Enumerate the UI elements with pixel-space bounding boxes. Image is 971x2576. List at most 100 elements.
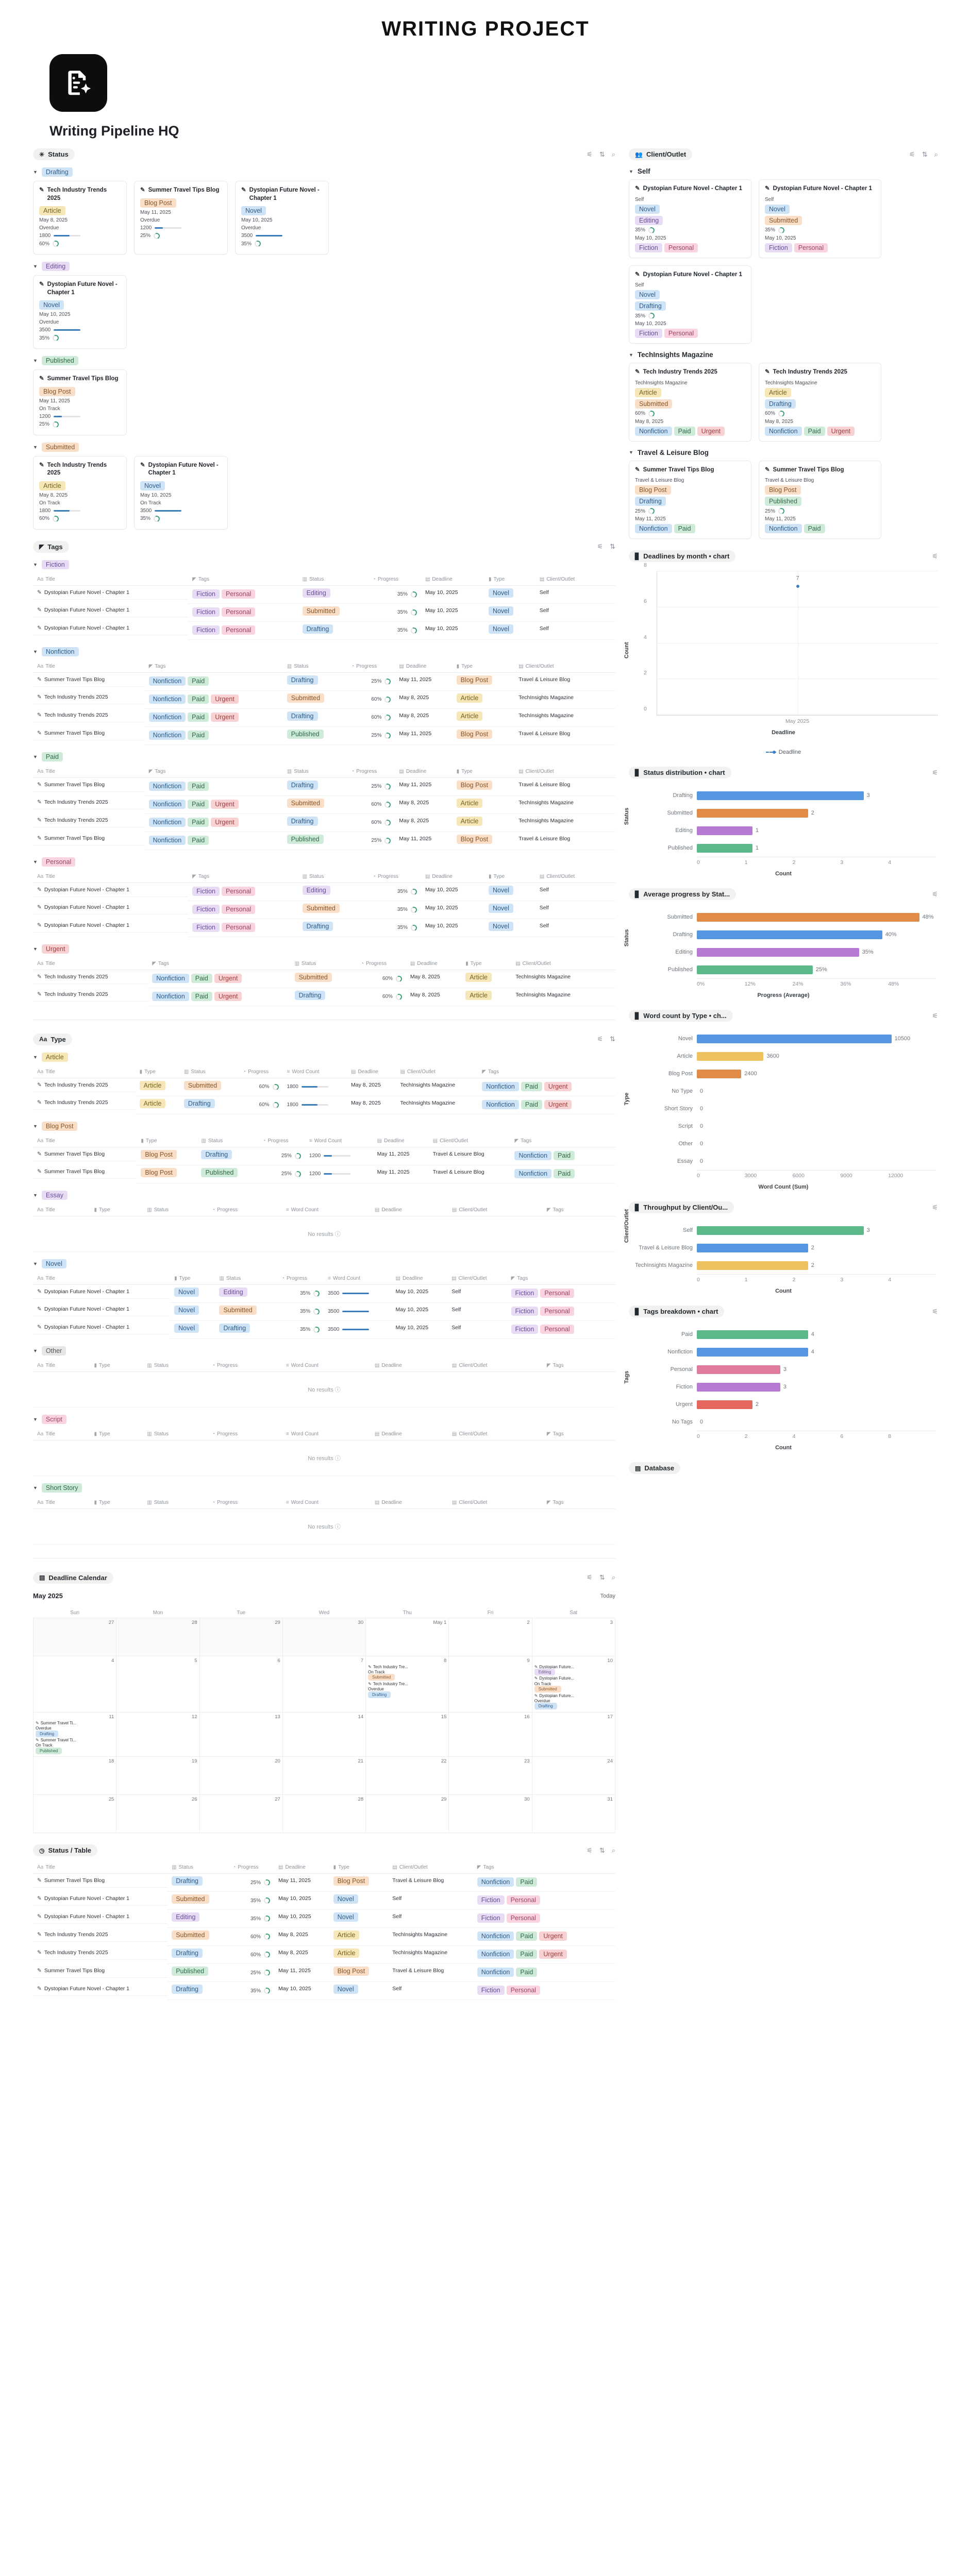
column-header-tags[interactable]: ◤ Tags [542,1204,598,1216]
table-row[interactable]: ✎ Summer Travel Tips Blog Nonfiction Paid Dr… [33,672,615,691]
chevron-down-icon[interactable]: ▼ [33,1416,38,1422]
column-header-deadline[interactable]: ▤ Deadline [395,660,453,673]
calendar-event[interactable]: ✎ Dystopian Future... Overdue Drafting [534,1693,613,1710]
tag-pill[interactable]: Nonfiction [148,835,186,845]
cell-title[interactable]: ✎ Tech Industry Trends 2025 [33,1928,168,1942]
tag-pill[interactable]: Personal [794,243,828,252]
column-header-type[interactable]: ▮ Type [452,765,515,778]
board-card[interactable]: ✎ Summer Travel Tips Blog Travel & Leisur… [759,460,881,539]
tag-pill[interactable]: Paid [516,1877,538,1887]
calendar-day-cell[interactable]: 2 [448,1617,532,1656]
tag-pill[interactable]: Urgent [544,1081,572,1091]
tags-table-chip[interactable]: ◤ Tags [33,540,69,553]
tag-pill[interactable]: Nonfiction [477,1877,514,1887]
tag-pill[interactable]: Fiction [192,625,220,635]
tag-pill[interactable]: Nonfiction [148,799,186,809]
chevron-down-icon[interactable]: ▼ [33,170,38,175]
table-row[interactable]: ✎ Tech Industry Trends 2025 Nonfiction Paid… [33,970,615,988]
filter-icon[interactable]: ⚟ [932,552,938,560]
table-group-header[interactable]: ▼ Paid [33,752,615,761]
cell-type[interactable]: Blog Post [452,726,515,745]
tag-pill[interactable]: Urgent [544,1099,572,1109]
column-header-status[interactable]: ▥ Status [282,660,347,673]
column-header-client-outlet[interactable]: ▤ Client/Outlet [388,1861,473,1874]
tag-pill[interactable]: Nonfiction [152,991,189,1001]
tag-pill[interactable]: Urgent [211,799,239,809]
search-icon[interactable]: ⌕ [611,1846,615,1854]
type-table-chip[interactable]: Aa Type [33,1033,72,1045]
filter-icon[interactable]: ⚟ [587,1846,593,1854]
cell-title[interactable]: ✎ Tech Industry Trends 2025 [33,708,145,723]
tag-pill[interactable]: Paid [516,1950,538,1959]
table-group-header[interactable]: ▼ Essay [33,1190,615,1200]
board-group-header[interactable]: ▼ Editing [33,262,615,272]
cell-status[interactable]: Published [282,832,347,850]
column-header-deadline[interactable]: ▤ Deadline [421,573,484,586]
column-header-deadline[interactable]: ▤ Deadline [395,765,453,778]
column-header-deadline[interactable]: ▤ Deadline [370,1428,448,1440]
column-header-client-outlet[interactable]: ▤ Client/Outlet [514,660,604,673]
cell-title[interactable]: ✎ Summer Travel Tips Blog [33,1964,168,1978]
board-card[interactable]: ✎ Tech Industry Trends 2025 TechInsights … [759,363,881,442]
column-header-tags[interactable]: ◤ Tags [510,1134,605,1147]
cell-status[interactable]: Submitted [298,603,369,622]
calendar-day-cell[interactable]: 27 [32,1617,117,1656]
cell-title[interactable]: ✎ Tech Industry Trends 2025 [33,988,148,1002]
table-group-header[interactable]: ▼ Personal [33,857,615,867]
cell-type[interactable]: Article [135,1096,180,1114]
table-row[interactable]: ✎ Dystopian Future Novel - Chapter 1 Ficti… [33,585,615,604]
search-icon[interactable]: ⌕ [934,150,938,158]
tag-pill[interactable]: Paid [188,676,209,686]
filter-icon[interactable]: ⚟ [909,150,915,158]
board-card[interactable]: ✎ Dystopian Future Novel - Chapter 1 Nove… [33,275,127,349]
calendar-event[interactable]: ✎ Dystopian Future... On Track Submitted [534,1676,613,1693]
column-header-tags[interactable]: ◤ Tags [478,1065,605,1078]
column-header-tags[interactable]: ◤ Tags [507,1272,605,1285]
board-card[interactable]: ✎ Dystopian Future Novel - Chapter 1 Self… [759,179,881,258]
cell-title[interactable]: ✎ Tech Industry Trends 2025 [33,795,145,810]
board-group-header[interactable]: ▼ TechInsights Magazine [629,351,938,359]
column-header-progress[interactable]: ◔ Progress [347,660,395,673]
tag-pill[interactable]: Nonfiction [148,730,186,740]
cell-status[interactable]: Submitted [168,1891,229,1910]
tag-pill[interactable]: Urgent [539,1931,567,1941]
board-card[interactable]: ✎ Summer Travel Tips Blog Travel & Leisur… [629,460,751,539]
filter-icon[interactable]: ⚟ [932,1203,938,1211]
column-header-status[interactable]: ▥ Status [215,1272,277,1285]
chevron-down-icon[interactable]: ▼ [33,1192,38,1198]
calendar-day-cell[interactable]: 22 [365,1756,449,1795]
column-header-progress[interactable]: ◔ Progress [208,1496,282,1509]
column-header-type[interactable]: ▮ Type [90,1204,143,1216]
column-header-tags[interactable]: ◤ Tags [542,1428,598,1440]
table-row[interactable]: ✎ Tech Industry Trends 2025 Submitted 60% Ma… [33,1927,615,1946]
cell-status[interactable]: Published [168,1963,229,1982]
tag-pill[interactable]: Paid [803,524,825,534]
tag-pill[interactable]: Personal [664,243,698,252]
table-row[interactable]: ✎ Dystopian Future Novel - Chapter 1 Ficti… [33,919,615,937]
column-header-word-count[interactable]: ≡ Word Count [281,1496,371,1509]
filter-icon[interactable]: ⚟ [597,1035,604,1043]
board-card[interactable]: ✎ Tech Industry Trends 2025 TechInsights … [629,363,751,442]
tag-pill[interactable]: Nonfiction [514,1168,552,1178]
board-card[interactable]: ✎ Dystopian Future Novel - Chapter 1 Nove… [134,455,228,530]
column-header-status[interactable]: ▥ Status [197,1134,259,1147]
table-row[interactable]: ✎ Summer Travel Tips Blog Nonfiction Paid Pu… [33,832,615,850]
column-header-title[interactable]: Aa Title [33,1861,168,1874]
filter-icon[interactable]: ⚟ [932,890,938,898]
tag-pill[interactable]: Personal [221,886,256,896]
calendar-day-cell[interactable]: 8 ✎ Tech Industry Tre... On Track Submitt… [365,1655,449,1713]
table-group-header[interactable]: ▼ Fiction [33,560,615,569]
calendar-day-cell[interactable]: 12 [116,1711,200,1757]
search-icon[interactable]: ⌕ [611,150,615,158]
table-group-header[interactable]: ▼ Urgent [33,944,615,954]
board-group-header[interactable]: ▼ Travel & Leisure Blog [629,449,938,456]
table-row[interactable]: ✎ Dystopian Future Novel - Chapter 1 Novel… [33,1284,615,1303]
calendar-day-cell[interactable]: 10 ✎ Dystopian Future... Editing ✎ Dystopi… [531,1655,616,1713]
cell-type[interactable]: Novel [484,901,535,919]
column-header-word-count[interactable]: ≡ Word Count [281,1428,371,1440]
table-row[interactable]: ✎ Dystopian Future Novel - Chapter 1 Ficti… [33,621,615,640]
cell-status[interactable]: Drafting [197,1147,259,1165]
column-header-client-outlet[interactable]: ▤ Client/Outlet [396,1065,478,1078]
tag-pill[interactable]: Nonfiction [477,1931,514,1941]
calendar-day-cell[interactable]: 5 [116,1655,200,1713]
